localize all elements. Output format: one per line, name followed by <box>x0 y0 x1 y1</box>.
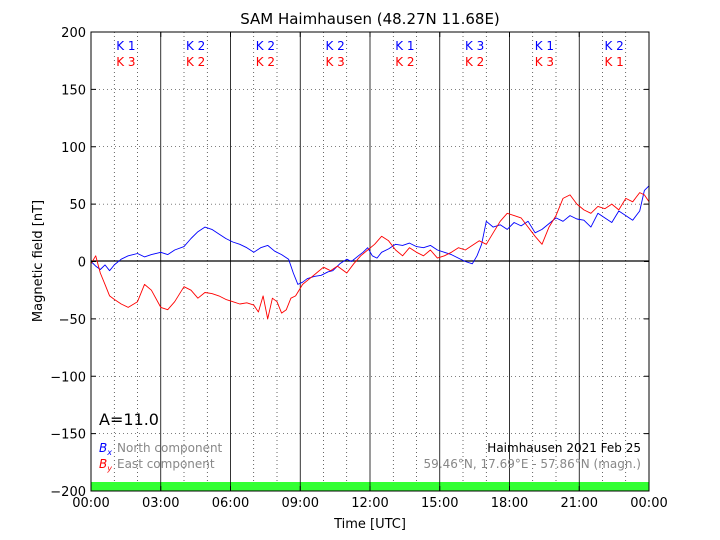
chart-title: SAM Haimhausen (48.27N 11.68E) <box>240 10 500 28</box>
legend: Bx North component By East component <box>99 441 223 473</box>
series-lines <box>90 185 650 320</box>
x-tick-label: 00:00 <box>72 496 109 511</box>
y-tick-label: −50 <box>59 313 86 328</box>
k-index-east: K 3 <box>325 55 344 69</box>
x-tick-label: 21:00 <box>561 496 598 511</box>
y-tick-label: 100 <box>61 141 86 156</box>
k-index-east: K 1 <box>604 55 623 69</box>
axis-ticks: 00:00 03:00 06:00 09:00 12:00 15:00 18:00 21:00… <box>50 26 667 511</box>
k-index-north: K 3 <box>465 39 484 53</box>
legend-north-sub: x <box>106 448 112 457</box>
k-index-north: K 1 <box>395 39 414 53</box>
k-index-east: K 2 <box>465 55 484 69</box>
x-tick-label: 06:00 <box>212 496 249 511</box>
k-index-north: K 2 <box>256 39 275 53</box>
series-east-line <box>90 192 650 320</box>
y-tick-label: −150 <box>50 428 86 443</box>
legend-east-label: East component <box>117 457 215 471</box>
k-index-north: K 1 <box>535 39 554 53</box>
legend-east-b: B <box>99 457 107 471</box>
legend-north-b: B <box>99 441 107 455</box>
x-axis-label: Time [UTC] <box>333 517 406 532</box>
a-index-label: A=11.0 <box>99 410 159 429</box>
x-tick-label: 15:00 <box>421 496 458 511</box>
k-index-east: K 2 <box>186 55 205 69</box>
x-tick-label: 00:00 <box>630 496 667 511</box>
k-index-east: K 3 <box>116 55 135 69</box>
station-info: Haimhausen 2021 Feb 25 <box>487 441 641 455</box>
y-tick-label: 150 <box>61 83 86 98</box>
k-index-east: K 2 <box>395 55 414 69</box>
k-index-north: K 2 <box>186 39 205 53</box>
y-tick-label: 0 <box>78 256 86 271</box>
y-tick-label: −200 <box>50 485 86 500</box>
x-tick-label: 18:00 <box>491 496 528 511</box>
x-tick-label: 12:00 <box>351 496 388 511</box>
k-index-labels: K 1 K 3 K 2 K 2 K 2 K 2 K 2 K 3 K 1 K 2 K 3 K 2 K 1 K… <box>116 39 624 69</box>
k-index-east: K 3 <box>535 55 554 69</box>
x-tick-label: 09:00 <box>282 496 319 511</box>
grid <box>91 32 649 491</box>
y-tick-label: 200 <box>61 26 86 41</box>
k-index-east: K 2 <box>256 55 275 69</box>
legend-east-symbol: By <box>99 457 112 473</box>
x-tick-label: 03:00 <box>142 496 179 511</box>
k-index-north: K 2 <box>325 39 344 53</box>
legend-north-label: North component <box>117 441 223 455</box>
k-index-north: K 1 <box>116 39 135 53</box>
legend-north-symbol: Bx <box>99 441 112 457</box>
y-tick-label: 50 <box>69 198 86 213</box>
y-axis-label: Magnetic field [nT] <box>31 200 46 322</box>
k-index-north: K 2 <box>604 39 623 53</box>
y-tick-label: −100 <box>50 370 86 385</box>
legend-east-sub: y <box>106 464 112 473</box>
coords-info: 59.46°N, 17.69°E - 57.86°N (magn.) <box>424 457 641 471</box>
